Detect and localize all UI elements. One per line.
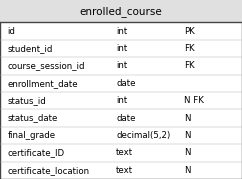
Text: certificate_ID: certificate_ID [7,148,64,157]
Text: student_id: student_id [7,44,53,53]
Text: N: N [184,131,190,140]
Text: date: date [116,79,136,88]
Text: text: text [116,166,133,175]
Text: N: N [184,166,190,175]
Text: date: date [116,114,136,123]
Bar [0,0,242,22]
Text: status_date: status_date [7,114,58,123]
Text: decimal(5,2): decimal(5,2) [116,131,170,140]
Text: course_session_id: course_session_id [7,61,85,70]
Text: FK: FK [184,44,195,53]
Text: int: int [116,44,127,53]
Text: FK: FK [184,61,195,70]
Text: id: id [7,26,15,36]
Text: N FK: N FK [184,96,204,105]
Text: enrollment_date: enrollment_date [7,79,78,88]
Text: status_id: status_id [7,96,46,105]
Text: enrolled_course: enrolled_course [80,6,162,17]
Text: int: int [116,26,127,36]
Text: PK: PK [184,26,195,36]
Text: certificate_location: certificate_location [7,166,89,175]
Text: int: int [116,61,127,70]
Text: final_grade: final_grade [7,131,55,140]
Text: int: int [116,96,127,105]
Text: N: N [184,114,190,123]
Text: text: text [116,148,133,157]
Text: N: N [184,148,190,157]
